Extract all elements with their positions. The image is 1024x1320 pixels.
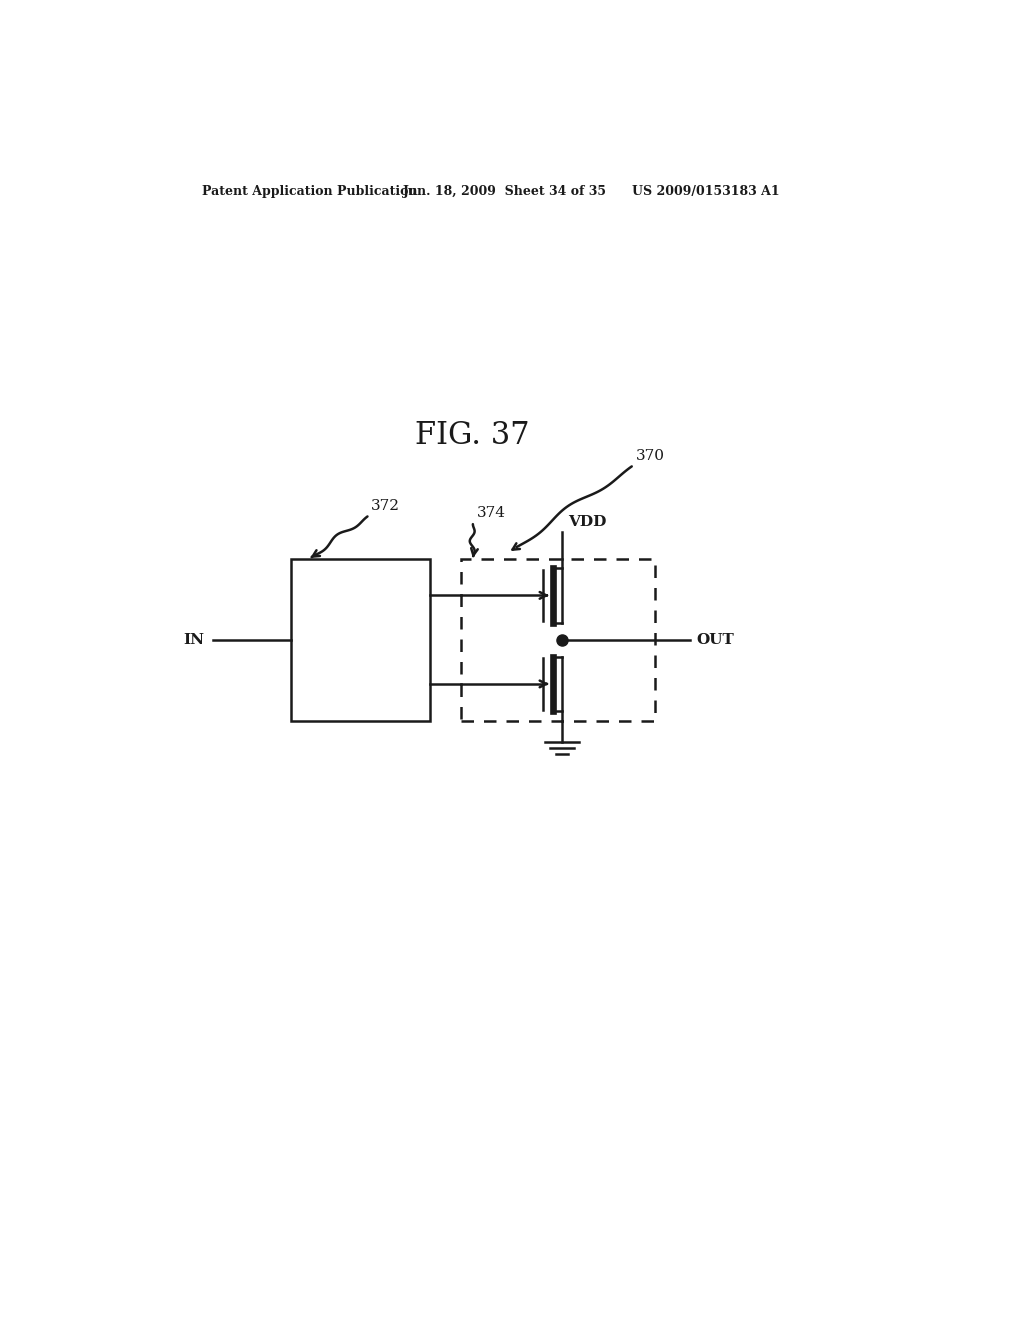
- Text: OUT: OUT: [696, 632, 734, 647]
- Bar: [291, 558, 430, 721]
- Text: FIG. 37: FIG. 37: [415, 420, 529, 451]
- Text: Patent Application Publication: Patent Application Publication: [202, 185, 417, 198]
- Text: US 2009/0153183 A1: US 2009/0153183 A1: [632, 185, 779, 198]
- Text: 370: 370: [636, 449, 665, 462]
- Text: 374: 374: [477, 507, 506, 520]
- Text: VDD: VDD: [568, 515, 606, 529]
- Text: IN: IN: [183, 632, 204, 647]
- Text: Jun. 18, 2009  Sheet 34 of 35: Jun. 18, 2009 Sheet 34 of 35: [403, 185, 607, 198]
- Bar: [461, 558, 655, 721]
- Text: 372: 372: [372, 499, 400, 512]
